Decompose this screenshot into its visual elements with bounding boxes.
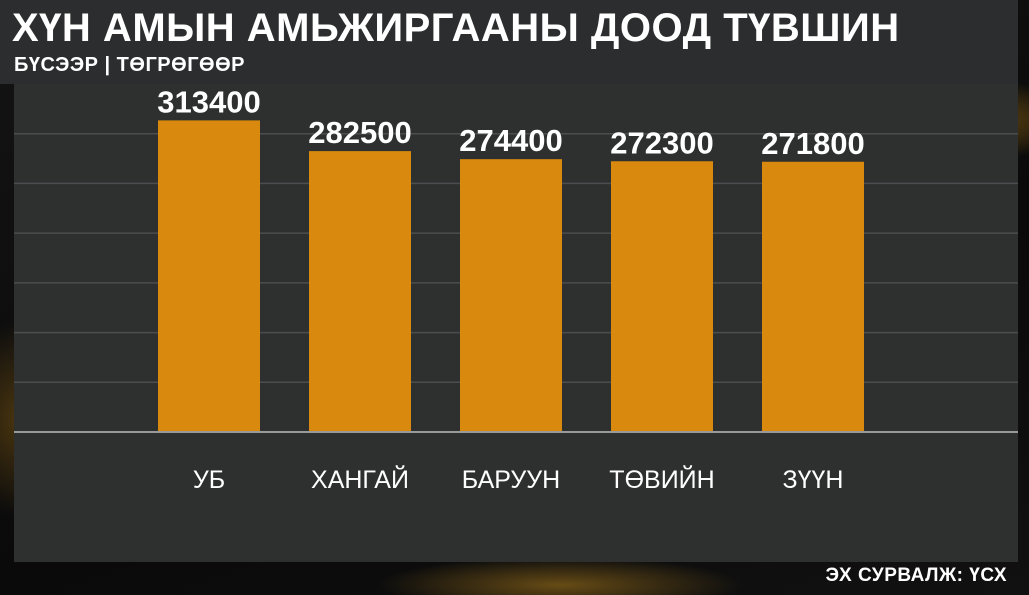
value-label: 272300 [610,125,713,160]
bar-5 [762,161,864,432]
category-label: ЗҮҮН [783,466,844,494]
bar-2 [309,151,411,432]
category-label: БАРУУН [462,466,560,494]
category-labels: УБ ХАНГАЙ БАРУУН ТӨВИЙН ЗҮҮН [193,464,844,494]
category-label: УБ [193,466,225,494]
source-note: ЭХ СУРВАЛЖ: ҮСХ [825,565,1007,586]
category-label: ТӨВИЙН [609,464,714,494]
category-label: ХАНГАЙ [311,464,409,494]
value-labels: 313400 282500 274400 272300 271800 [157,84,864,160]
title-bar: ХҮН АМЫН АМЬЖИРГААНЫ ДООД ТҮВШИН БҮСЭЭР … [0,0,1018,84]
bar-4 [611,161,713,433]
value-label: 313400 [157,84,260,119]
chart-subtitle: БҮСЭЭР | ТӨГРӨГӨӨР [14,54,245,76]
value-label: 282500 [308,115,411,150]
bar-chart: 313400 282500 274400 272300 271800 УБ ХАНГАЙ Б… [14,84,1018,494]
bar-3 [460,159,562,432]
value-label: 271800 [761,126,864,161]
chart-title: ХҮН АМЫН АМЬЖИРГААНЫ ДООД ТҮВШИН [12,6,900,50]
bar-1 [158,120,260,432]
bars [158,120,864,433]
value-label: 274400 [459,123,562,158]
